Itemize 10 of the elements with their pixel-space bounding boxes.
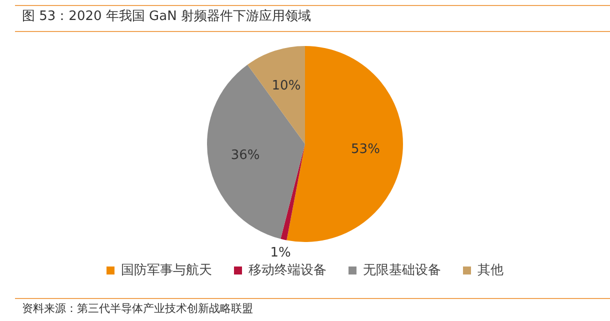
data-label: 10%	[272, 78, 301, 94]
legend-label: 国防军事与航天	[121, 262, 212, 278]
text: 资料来源：第三代半导体产业技术创新战略联盟	[22, 301, 253, 316]
legend-label: 移动终端设备	[248, 262, 326, 278]
legend-label: 其他	[478, 262, 504, 278]
chart-title: 图 53：2020 年我国 GaN 射频器件下游应用领域	[22, 8, 311, 25]
data-label: 1%	[270, 246, 291, 261]
data-label: 36%	[230, 148, 260, 163]
legend-label: 无限基础设备	[363, 262, 441, 278]
data-label: 53%	[351, 142, 380, 158]
